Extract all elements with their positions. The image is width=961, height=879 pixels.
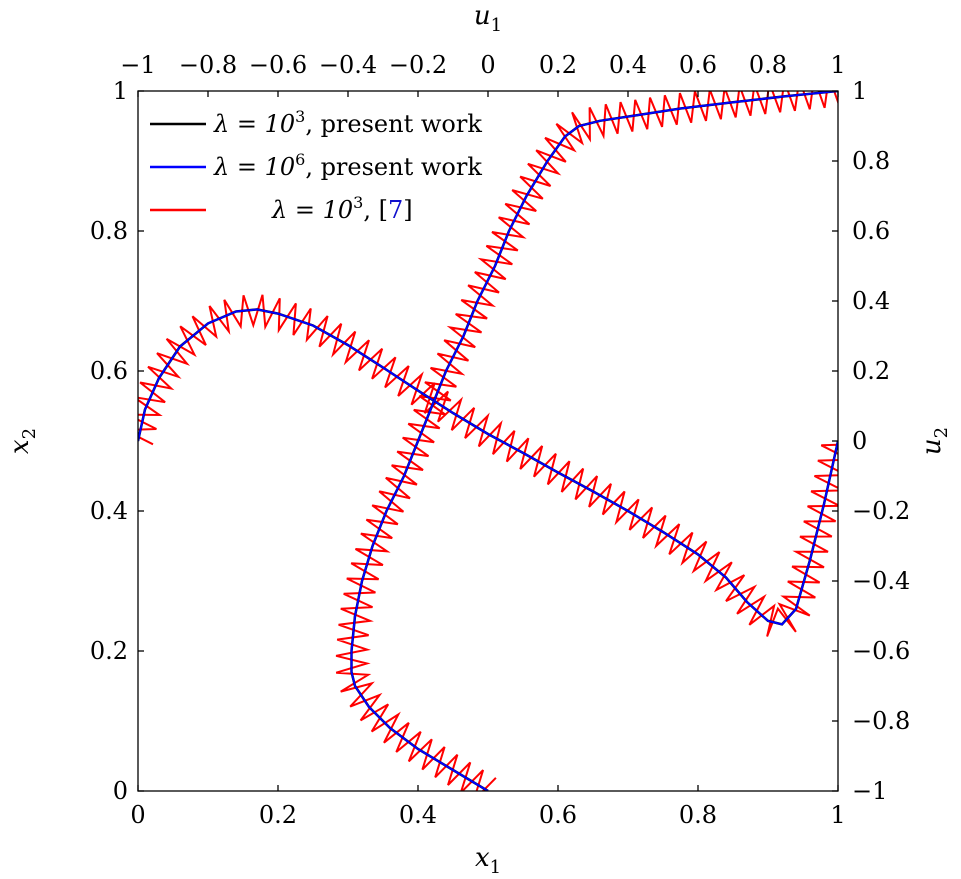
right-tick-label: 0.4 xyxy=(852,287,890,315)
left-tick-label: 0.6 xyxy=(90,357,128,385)
legend-entry-lambda-1e6-present: λ = 106, present work xyxy=(213,150,482,181)
left-tick-label: 0 xyxy=(113,777,128,805)
red-zigzag-curve-2 xyxy=(335,91,838,791)
right-tick-label: 0.8 xyxy=(852,147,890,175)
left-tick-label: 0.4 xyxy=(90,497,128,525)
curves xyxy=(138,91,838,791)
black-curve-1 xyxy=(138,308,838,626)
right-tick-label: −0.4 xyxy=(852,567,910,595)
bottom-tick-label: 0.2 xyxy=(259,801,297,829)
bottom-tick-label: 0.4 xyxy=(399,801,437,829)
legend-entry-lambda-1e3-ref: λ = 103, [7] xyxy=(271,193,413,224)
legend: λ = 103, present work λ = 106, present w… xyxy=(150,107,482,224)
top-tick-label: 0 xyxy=(480,51,495,79)
top-tick-label: 1 xyxy=(830,51,845,79)
top-tick-label: −0.2 xyxy=(389,51,447,79)
right-tick-label: 1 xyxy=(852,77,867,105)
legend-entry-lambda-1e3-present: λ = 103, present work xyxy=(213,107,482,138)
right-tick-label: −0.2 xyxy=(852,497,910,525)
right-tick-label: 0 xyxy=(852,427,867,455)
top-tick-label: 0.8 xyxy=(749,51,787,79)
right-tick-label: 0.2 xyxy=(852,357,890,385)
blue-curve-1 xyxy=(138,308,838,626)
top-tick-label: −0.8 xyxy=(179,51,237,79)
left-tick-label: 0.2 xyxy=(90,637,128,665)
red-zigzag-curve-1 xyxy=(138,294,838,637)
u1-axis-label: u1 xyxy=(474,1,502,36)
plot-frame xyxy=(137,90,839,792)
top-tick-label: 0.4 xyxy=(609,51,647,79)
blue-curve-2 xyxy=(350,91,838,791)
x1-axis-label: x1 xyxy=(475,843,501,878)
x2-axis-label: x2 xyxy=(5,428,40,454)
right-tick-label: 0.6 xyxy=(852,217,890,245)
bottom-tick-label: 0 xyxy=(130,801,145,829)
top-tick-label: 0.2 xyxy=(539,51,577,79)
bottom-tick-label: 0.8 xyxy=(679,801,717,829)
left-tick-label: 0.8 xyxy=(90,217,128,245)
top-tick-label: −0.6 xyxy=(249,51,307,79)
ticks: 0 0.2 0.4 0.6 0.8 100.20.40.60.81−1 −0.8 −0.6 −0… xyxy=(90,51,910,829)
right-tick-label: −0.6 xyxy=(852,637,910,665)
top-tick-label: −1 xyxy=(120,51,155,79)
top-tick-label: −0.4 xyxy=(319,51,377,79)
bottom-tick-label: 1 xyxy=(830,801,845,829)
right-tick-label: −0.8 xyxy=(852,707,910,735)
right-tick-label: −1 xyxy=(852,777,887,805)
top-tick-label: 0.6 xyxy=(679,51,717,79)
left-tick-label: 1 xyxy=(113,77,128,105)
citation-link[interactable]: 7 xyxy=(388,196,403,224)
u2-axis-label: u2 xyxy=(917,427,952,455)
bottom-tick-label: 0.6 xyxy=(539,801,577,829)
